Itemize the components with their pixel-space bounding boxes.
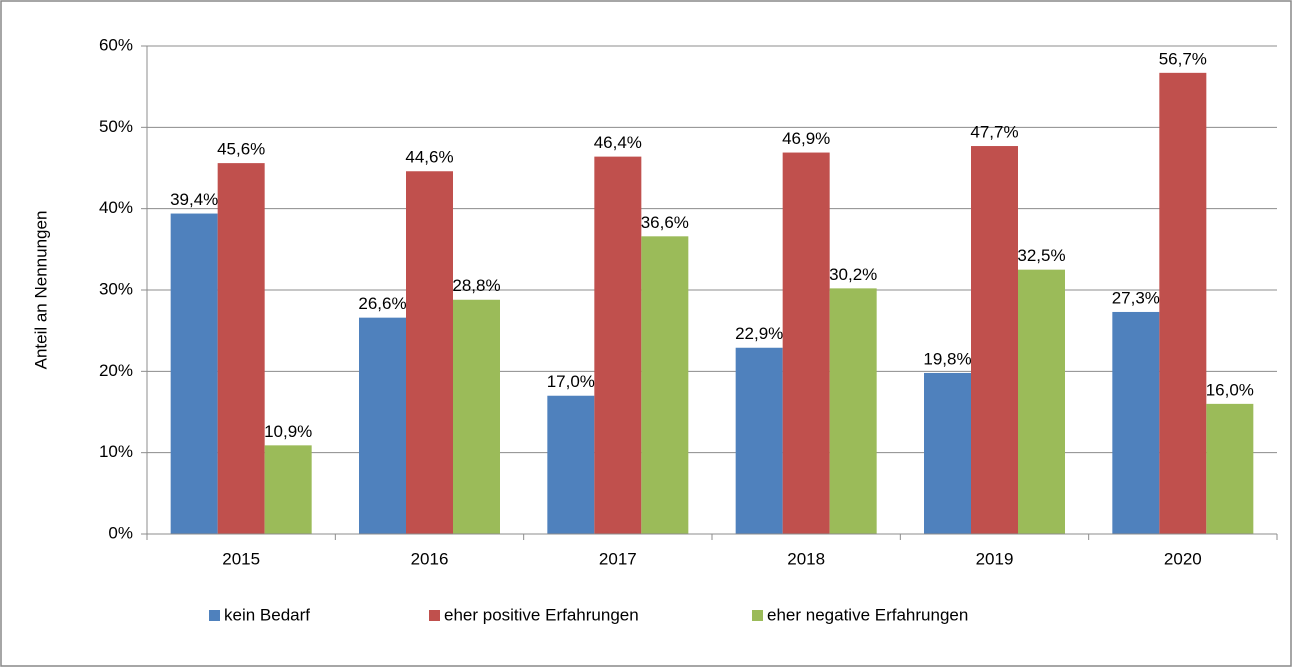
y-tick-label: 30% (99, 279, 133, 298)
legend-swatch (429, 610, 440, 621)
x-tick-label: 2018 (787, 549, 825, 568)
data-label: 44,6% (405, 148, 453, 167)
legend-swatch (752, 610, 763, 621)
x-tick-label: 2017 (599, 549, 637, 568)
y-tick-label: 0% (108, 523, 133, 542)
data-label: 56,7% (1159, 49, 1207, 68)
y-tick-label: 60% (99, 35, 133, 54)
bar (1112, 311, 1160, 534)
data-label: 26,6% (358, 294, 406, 313)
data-label: 30,2% (829, 265, 877, 284)
bar (1018, 269, 1065, 534)
bar (924, 372, 971, 534)
bar (217, 163, 265, 534)
data-label: 27,3% (1112, 288, 1160, 307)
bar (971, 146, 1018, 535)
y-tick-label: 10% (99, 442, 133, 461)
x-tick-label: 2016 (411, 549, 449, 568)
bar (1206, 403, 1254, 534)
bar (547, 395, 595, 534)
x-tick-label: 2015 (222, 549, 260, 568)
data-label: 16,0% (1206, 380, 1254, 399)
bar (406, 171, 453, 534)
bar (1159, 72, 1207, 534)
bar (641, 236, 689, 534)
data-label: 22,9% (735, 324, 783, 343)
data-label: 19,8% (923, 349, 971, 368)
bar (453, 299, 500, 534)
legend-label: eher negative Erfahrungen (767, 605, 968, 624)
bar (782, 152, 830, 534)
data-label: 46,9% (782, 129, 830, 148)
data-label: 32,5% (1017, 246, 1065, 265)
data-label: 17,0% (547, 372, 595, 391)
y-tick-label: 50% (99, 117, 133, 136)
data-label: 28,8% (452, 276, 500, 295)
y-tick-label: 40% (99, 198, 133, 217)
x-tick-label: 2019 (976, 549, 1014, 568)
bar (264, 445, 312, 534)
x-tick-label: 2020 (1164, 549, 1202, 568)
y-axis-label: Anteil an Nennungen (31, 211, 50, 370)
data-label: 46,4% (594, 133, 642, 152)
data-label: 45,6% (217, 140, 265, 159)
data-label: 47,7% (970, 123, 1018, 142)
legend-swatch (209, 610, 220, 621)
bar (594, 156, 642, 534)
legend-label: eher positive Erfahrungen (444, 605, 639, 624)
bar (359, 317, 406, 534)
bar (735, 347, 783, 534)
data-label: 36,6% (641, 213, 689, 232)
bar (170, 213, 218, 534)
bar (829, 288, 877, 534)
data-label: 39,4% (170, 190, 218, 209)
legend-label: kein Bedarf (224, 605, 310, 624)
y-tick-label: 20% (99, 361, 133, 380)
data-label: 10,9% (264, 422, 312, 441)
